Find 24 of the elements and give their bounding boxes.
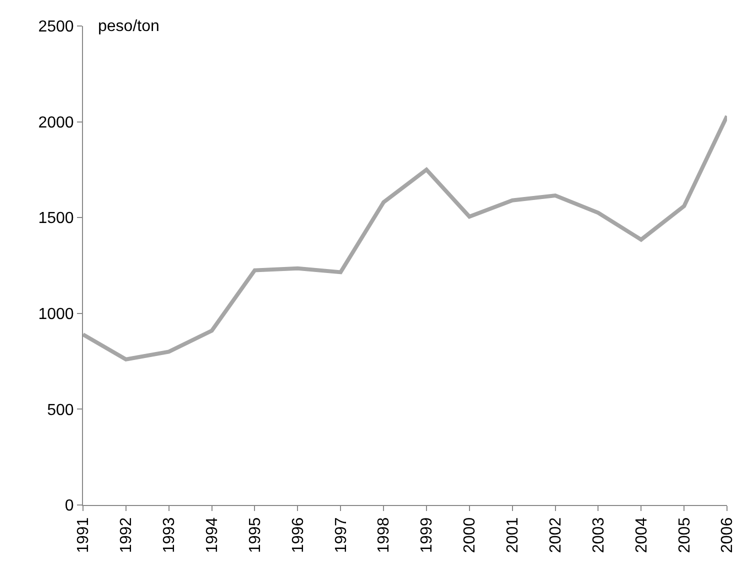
x-tick-label: 2003: [590, 517, 608, 553]
x-tick-label: 2002: [547, 517, 564, 553]
x-tick-label: 2006: [719, 517, 736, 553]
x-tick-label: 2000: [462, 517, 479, 553]
y-tick-label: 0: [64, 498, 74, 515]
x-tick-label: 1992: [118, 517, 136, 553]
x-tick-label: 1996: [290, 517, 307, 553]
y-tick-label: 2500: [38, 18, 74, 36]
x-tick-label: 1995: [246, 517, 264, 553]
y-tick-label: 500: [47, 402, 74, 419]
y-tick-label: 1500: [38, 210, 74, 228]
x-tick-label: 1991: [75, 517, 92, 553]
x-tick-label: 1994: [204, 517, 221, 553]
y-axis-title: peso/ton: [98, 18, 160, 35]
x-tick-label: 1999: [418, 517, 436, 553]
y-tick-label: 2000: [38, 114, 74, 132]
y-tick-label: 1000: [38, 306, 74, 323]
x-tick-label: 1997: [332, 517, 350, 553]
x-tick-label: 2005: [676, 517, 694, 553]
x-tick-label: 1993: [161, 517, 178, 553]
line-series: [83, 114, 727, 362]
x-tick-label: 2001: [504, 517, 522, 553]
x-tick-label: 2004: [633, 517, 650, 553]
x-tick-label: 1998: [376, 517, 393, 553]
